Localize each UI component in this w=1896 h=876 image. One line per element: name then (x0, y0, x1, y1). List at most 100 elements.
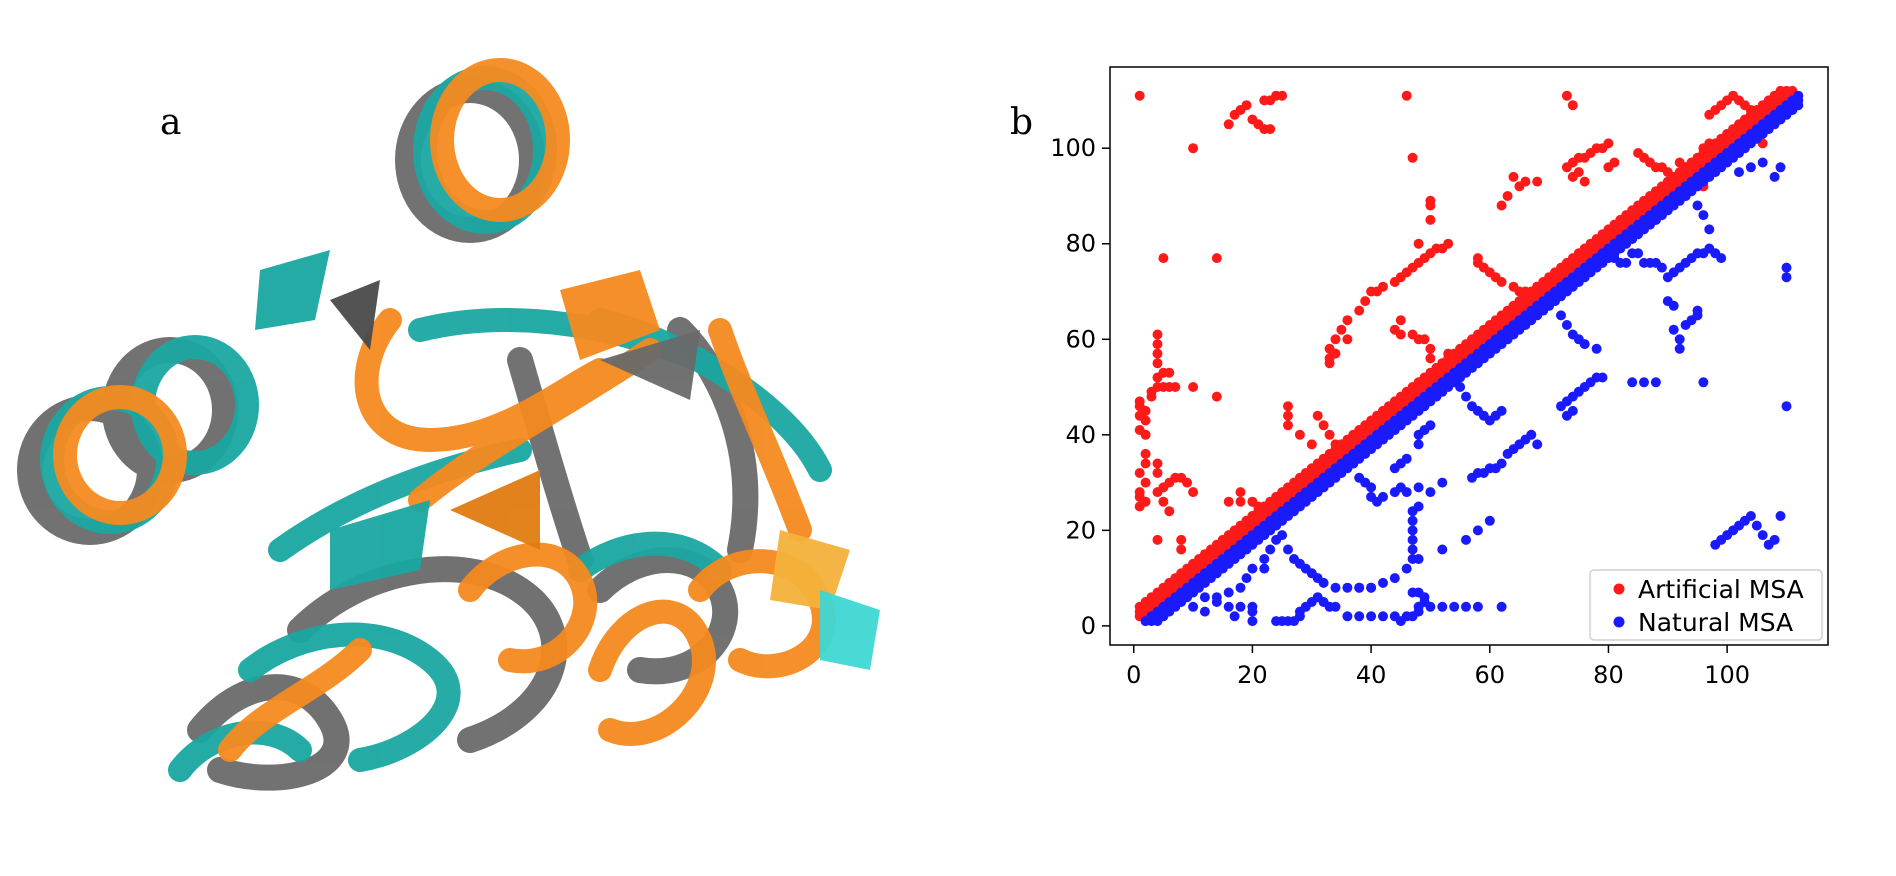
artificial-msa-point (1324, 343, 1335, 354)
natural-msa-point (1484, 515, 1495, 526)
natural-msa-point (1211, 592, 1222, 603)
artificial-msa-point (1152, 339, 1163, 350)
natural-msa-point (1793, 90, 1804, 101)
natural-msa-point (1235, 601, 1246, 612)
natural-msa-point (1407, 515, 1418, 526)
natural-msa-point (1283, 544, 1293, 555)
artificial-msa-point (1567, 100, 1578, 111)
natural-msa-point (1472, 601, 1483, 612)
natural-msa-point (1745, 162, 1756, 173)
natural-msa-point (1496, 601, 1507, 612)
natural-msa-point (1342, 582, 1353, 593)
artificial-msa-point (1425, 195, 1436, 206)
natural-msa-point (1437, 477, 1448, 488)
artificial-msa-point (1312, 410, 1323, 421)
panel-label-b: b (1010, 102, 1034, 143)
natural-msa-point (1757, 157, 1768, 168)
artificial-msa-point (1401, 90, 1412, 101)
artificial-msa-point (1265, 124, 1276, 135)
artificial-msa-point (1152, 458, 1163, 469)
artificial-msa-point (1336, 324, 1347, 335)
x-tick-label: 40 (1356, 661, 1387, 689)
natural-msa-point (1241, 573, 1252, 584)
artificial-msa-point (1407, 152, 1418, 163)
legend-label-artificial: Artificial MSA (1638, 575, 1804, 604)
artificial-msa-point (1164, 506, 1175, 517)
natural-msa-point (1734, 167, 1744, 178)
contact-map-chart: 0 20 40 60 80 100 0 20 40 60 80 100 Artificial MSA… (1050, 66, 1829, 689)
natural-msa-point (1556, 310, 1566, 321)
natural-msa-point (1526, 429, 1537, 440)
artificial-msa-point (1603, 138, 1614, 149)
legend-box (1589, 569, 1823, 641)
artificial-msa-point (1152, 468, 1163, 478)
natural-msa-point (1591, 343, 1602, 354)
natural-msa-point (1259, 554, 1270, 564)
artificial-msa-point (1235, 496, 1246, 507)
artificial-msa-point (1443, 238, 1454, 249)
artificial-msa-point (1425, 343, 1436, 354)
artificial-msa-point (1395, 315, 1406, 326)
natural-msa-point (1425, 601, 1436, 612)
artificial-msa-point (1532, 176, 1543, 187)
artificial-msa-point (1342, 315, 1353, 326)
artificial-msa-point (1502, 191, 1513, 201)
y-tick-label: 100 (1050, 134, 1096, 162)
natural-msa-point (1745, 511, 1756, 521)
natural-msa-point (1781, 272, 1792, 283)
artificial-msa-point (1223, 496, 1234, 507)
y-tick-label: 0 (1081, 612, 1096, 640)
artificial-msa-point (1277, 90, 1288, 101)
artificial-msa-point (1158, 496, 1169, 507)
artificial-msa-point (1294, 429, 1305, 440)
natural-msa-point (1532, 439, 1543, 450)
natural-msa-point (1674, 343, 1685, 354)
natural-msa-point (1781, 262, 1792, 273)
natural-msa-point (1330, 582, 1341, 593)
legend-marker-artificial (1613, 583, 1625, 595)
y-tick-label: 40 (1065, 421, 1096, 449)
artificial-msa-point (1360, 296, 1371, 307)
natural-msa-point (1650, 377, 1661, 388)
natural-msa-point (1674, 334, 1685, 345)
y-tick-label: 20 (1065, 516, 1096, 544)
natural-msa-point (1223, 601, 1234, 612)
natural-msa-point (1781, 401, 1792, 412)
panel-label-a: a (160, 102, 182, 143)
natural-msa-point (1330, 601, 1341, 612)
natural-msa-point (1247, 606, 1258, 617)
natural-msa-point (1698, 377, 1709, 388)
natural-msa-point (1247, 616, 1258, 627)
x-tick-label: 100 (1704, 661, 1750, 689)
x-tick-label: 0 (1126, 661, 1141, 689)
artificial-msa-point (1283, 410, 1293, 421)
artificial-msa-point (1413, 334, 1424, 345)
natural-msa-point (1199, 592, 1210, 603)
protein-structure-image (17, 58, 880, 791)
natural-msa-point (1413, 439, 1424, 450)
natural-msa-point (1342, 611, 1353, 622)
artificial-msa-point (1170, 382, 1181, 392)
artificial-msa-point (1158, 253, 1169, 264)
natural-msa-point (1378, 611, 1388, 622)
natural-msa-point (1407, 525, 1418, 536)
artificial-msa-point (1188, 143, 1199, 154)
artificial-msa-point (1354, 305, 1365, 316)
natural-msa-point (1698, 210, 1709, 221)
natural-msa-point (1354, 582, 1365, 593)
natural-msa-point (1704, 224, 1715, 235)
natural-msa-point (1668, 324, 1679, 335)
natural-msa-point (1716, 253, 1727, 264)
natural-msa-point (1639, 377, 1649, 388)
legend-marker-natural (1613, 616, 1625, 628)
natural-msa-point (1751, 520, 1762, 531)
artificial-msa-point (1140, 415, 1151, 426)
artificial-msa-point (1176, 534, 1187, 545)
natural-msa-point (1378, 577, 1388, 588)
natural-msa-point (1229, 611, 1240, 622)
natural-msa-point (1223, 587, 1234, 598)
natural-msa-point (1579, 339, 1590, 350)
artificial-msa-point (1235, 487, 1246, 498)
artificial-msa-point (1176, 544, 1187, 555)
artificial-msa-point (1318, 420, 1329, 431)
